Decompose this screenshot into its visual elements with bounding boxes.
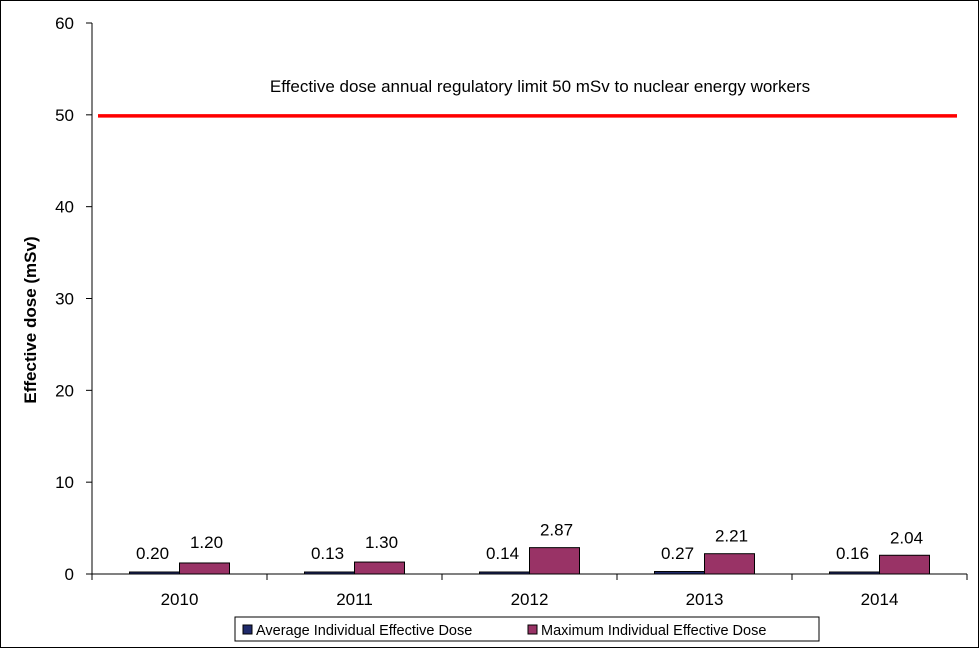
y-axis-title: Effective dose (mSv) xyxy=(21,236,40,403)
average-dose-bar xyxy=(304,571,355,575)
legend-swatch-average xyxy=(242,624,253,635)
legend: Average Individual Effective Dose Maximum… xyxy=(234,616,820,642)
legend-box xyxy=(234,616,820,642)
average-dose-label: 0.27 xyxy=(661,544,694,563)
maximum-dose-label: 1.20 xyxy=(190,533,223,552)
axes: 0 10 20 30 40 50 60 xyxy=(55,14,968,584)
legend-label-average: Average Individual Effective Dose xyxy=(256,623,472,639)
reference-line-group: Effective dose annual regulatory limit 5… xyxy=(98,77,957,118)
x-tick-label: 2011 xyxy=(336,590,373,609)
average-dose-bar xyxy=(129,571,180,575)
maximum-dose-label: 2.87 xyxy=(540,521,573,540)
y-tick-label: 40 xyxy=(55,198,74,217)
average-dose-bar xyxy=(479,571,530,575)
maximum-dose-label: 1.30 xyxy=(365,533,398,552)
legend-swatch-maximum xyxy=(527,624,538,635)
y-tick-label: 20 xyxy=(55,381,74,400)
average-dose-label: 0.14 xyxy=(486,544,519,563)
average-dose-bar xyxy=(654,571,705,575)
regulatory-limit-label: Effective dose annual regulatory limit 5… xyxy=(270,77,810,96)
maximum-dose-bar xyxy=(704,553,755,575)
legend-label-maximum: Maximum Individual Effective Dose xyxy=(541,623,766,639)
average-dose-bar xyxy=(829,571,880,575)
maximum-dose-bar xyxy=(529,547,580,575)
y-tick-label: 30 xyxy=(55,290,74,309)
maximum-dose-bar xyxy=(179,562,230,575)
y-tick-label: 60 xyxy=(55,14,74,33)
average-dose-label: 0.13 xyxy=(311,544,344,563)
bars: 2010 0.20 1.20 2011 0.13 1.30 2012 0.14 2.87 2013… xyxy=(129,521,930,609)
x-tick-label: 2013 xyxy=(686,590,724,609)
maximum-dose-label: 2.04 xyxy=(890,528,923,547)
maximum-dose-bar xyxy=(354,561,405,575)
y-tick-label: 50 xyxy=(55,106,74,125)
x-tick-label: 2012 xyxy=(511,590,549,609)
maximum-dose-bar xyxy=(879,554,930,575)
x-tick-label: 2010 xyxy=(161,590,199,609)
maximum-dose-label: 2.21 xyxy=(715,527,748,546)
y-tick-label: 10 xyxy=(55,473,74,492)
average-dose-label: 0.16 xyxy=(836,544,869,563)
average-dose-label: 0.20 xyxy=(136,544,169,563)
y-tick-label: 0 xyxy=(65,565,74,584)
x-tick-label: 2014 xyxy=(861,590,899,609)
